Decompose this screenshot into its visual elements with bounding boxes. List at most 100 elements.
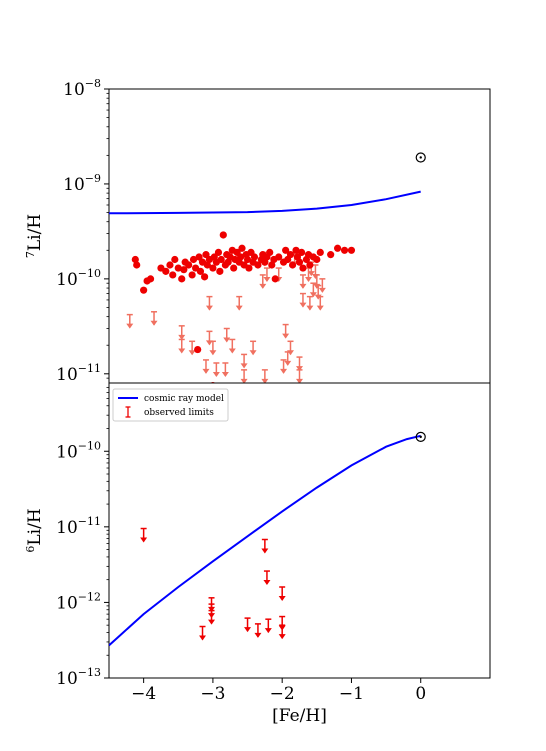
upper-limit-head bbox=[263, 277, 271, 283]
detection-point bbox=[297, 248, 306, 257]
x-tick-label: −3 bbox=[200, 684, 225, 704]
upper-limit-arrow bbox=[202, 359, 210, 374]
upper-limit-head bbox=[286, 350, 294, 356]
upper-limit-arrow bbox=[223, 327, 231, 343]
detection-point bbox=[146, 275, 155, 283]
x-tick-label: −2 bbox=[270, 684, 295, 704]
detection-point bbox=[217, 255, 225, 264]
detection-point bbox=[266, 248, 274, 257]
upper-limit-head bbox=[263, 580, 271, 586]
bottom-y-axis-label-sup: 6 bbox=[24, 546, 37, 553]
upper-limit-head bbox=[296, 366, 303, 372]
y-tick-label-exp: −13 bbox=[78, 666, 101, 679]
upper-limit-arrow bbox=[208, 609, 216, 625]
upper-limit-arrow bbox=[240, 369, 248, 383]
detection-point bbox=[245, 264, 253, 272]
sun-symbol bbox=[415, 431, 426, 442]
upper-limit-arrow bbox=[278, 624, 286, 640]
detection-point bbox=[188, 271, 196, 279]
upper-limit-arrow bbox=[126, 313, 134, 329]
detection-point bbox=[195, 253, 203, 261]
top-plot-content bbox=[109, 152, 426, 383]
upper-limit-head bbox=[306, 305, 314, 311]
upper-limit-head bbox=[126, 323, 134, 329]
upper-limit-head bbox=[309, 292, 317, 298]
y-tick-label-base: 10 bbox=[63, 175, 85, 195]
detection-point bbox=[254, 261, 262, 269]
upper-limit-arrow bbox=[228, 338, 236, 354]
sun-symbol-ring bbox=[415, 431, 426, 442]
upper-limit-arrow bbox=[296, 369, 303, 383]
upper-limit-arrow bbox=[244, 617, 252, 633]
upper-limit-arrow bbox=[296, 356, 303, 372]
upper-limit-arrow bbox=[286, 340, 294, 356]
upper-limit-arrow bbox=[199, 625, 207, 641]
upper-limit-arrow bbox=[299, 274, 307, 289]
detection-point bbox=[131, 255, 139, 264]
upper-limit-arrow bbox=[306, 295, 314, 311]
bottom-y-axis-label: 6Li/H bbox=[24, 508, 45, 552]
upper-limit-arrow bbox=[263, 570, 271, 586]
y-tick-label-exp: −8 bbox=[85, 77, 101, 90]
upper-limit-arrow bbox=[261, 369, 269, 383]
detection-point bbox=[292, 246, 300, 254]
top-y-axis-label-sup: 7 bbox=[24, 251, 37, 258]
upper-limit-arrow bbox=[263, 267, 271, 283]
upper-limit-arrow bbox=[205, 295, 213, 311]
upper-limit-arrow bbox=[188, 340, 196, 356]
upper-limit-head bbox=[212, 371, 220, 377]
upper-limit-head bbox=[188, 350, 196, 356]
upper-limit-head bbox=[299, 302, 307, 308]
detection-point bbox=[214, 248, 223, 257]
top-y-axis-label: 7Li/H bbox=[24, 214, 45, 258]
upper-limit-arrow bbox=[209, 340, 217, 356]
y-tick-label: 10−9 bbox=[63, 172, 101, 195]
y-tick-label-base: 10 bbox=[56, 442, 78, 462]
detection-point bbox=[275, 253, 283, 261]
legend-limits-swatch bbox=[125, 406, 131, 418]
detection-point bbox=[174, 264, 182, 272]
upper-limit-head bbox=[240, 363, 248, 369]
detection-point bbox=[166, 261, 174, 269]
clipped-marks bbox=[109, 434, 421, 647]
upper-limit-arrow bbox=[261, 538, 269, 554]
upper-limit-head bbox=[202, 368, 210, 374]
upper-limit-arrow bbox=[212, 362, 220, 377]
detection-point bbox=[340, 246, 349, 254]
detection-point bbox=[216, 267, 224, 275]
upper-limit-arrow bbox=[278, 586, 286, 601]
detection-point bbox=[230, 264, 238, 272]
detection-point bbox=[286, 251, 295, 259]
upper-limit-head bbox=[208, 619, 216, 625]
detection-point bbox=[334, 244, 342, 252]
upper-limit-head bbox=[244, 627, 252, 633]
x-tick-label: −4 bbox=[131, 684, 156, 704]
upper-limit-head bbox=[228, 348, 236, 354]
upper-limit-head bbox=[178, 334, 186, 340]
upper-limit-arrow bbox=[318, 278, 326, 293]
detection-point bbox=[288, 261, 297, 269]
detection-point bbox=[306, 261, 314, 269]
upper-limit-arrow bbox=[309, 282, 317, 298]
detection-point bbox=[169, 271, 177, 279]
upper-limit-head bbox=[199, 635, 207, 641]
detection-point bbox=[185, 261, 193, 269]
detection-point bbox=[268, 261, 276, 269]
detection-point bbox=[203, 261, 211, 269]
y-tick-label-exp: −10 bbox=[78, 267, 101, 280]
upper-limit-arrow bbox=[259, 274, 267, 289]
legend-label-limits: observed limits bbox=[144, 408, 214, 418]
y-tick-label-base: 10 bbox=[56, 518, 78, 538]
top-plot-frame bbox=[108, 88, 491, 384]
upper-limit-arrow bbox=[150, 311, 158, 326]
detection-point bbox=[327, 251, 335, 259]
detection-point bbox=[178, 275, 186, 283]
upper-limit-arrow bbox=[282, 323, 290, 339]
y-tick-label-exp: −11 bbox=[78, 515, 101, 528]
detection-point bbox=[180, 266, 188, 274]
detection-point bbox=[313, 255, 321, 264]
